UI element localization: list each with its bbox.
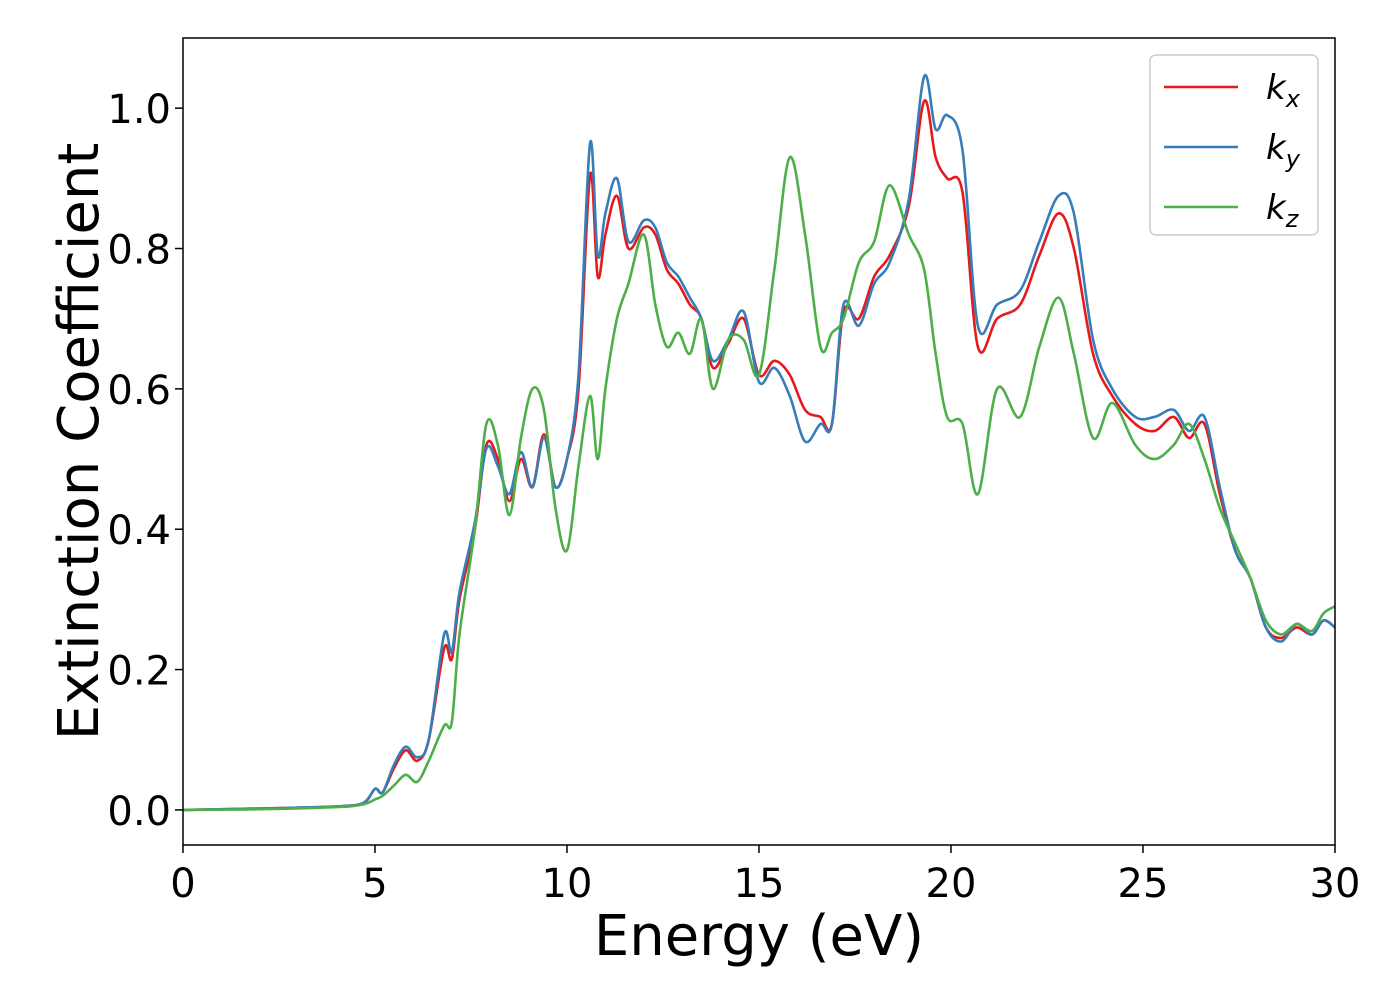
- x-tick-label: 20: [926, 861, 977, 907]
- y-axis: 0.0 0.2 0.4 0.6 0.8 1.0: [107, 87, 183, 835]
- x-axis-title: Energy (eV): [594, 904, 924, 969]
- y-tick-label: 0.6: [107, 368, 171, 414]
- plot-area: [182, 37, 1336, 846]
- x-tick-label: 25: [1118, 861, 1169, 907]
- legend-label-y: ky: [1266, 128, 1301, 173]
- x-tick-label: 10: [542, 861, 593, 907]
- legend-label-x: kx: [1266, 68, 1301, 113]
- series-layer: [183, 73, 1335, 812]
- y-axis-title: Extinction Coefficient: [47, 143, 112, 741]
- x-tick-label: 30: [1310, 861, 1361, 907]
- y-tick-label: 0.4: [107, 508, 171, 554]
- legend-box: [1149, 54, 1319, 236]
- x-tick-label: 5: [362, 861, 387, 907]
- y-tick-label: 0.0: [107, 789, 171, 835]
- y-tick-label: 0.8: [107, 228, 171, 274]
- series-line-y: [183, 73, 1335, 812]
- series-line-z: [183, 155, 1335, 812]
- legend: kx ky kz: [1149, 54, 1319, 236]
- legend-label-z: kz: [1266, 188, 1300, 233]
- x-axis: 0 5 10 15 20 25 30: [170, 845, 1360, 907]
- x-tick-label: 15: [734, 861, 785, 907]
- y-tick-label: 1.0: [107, 87, 171, 133]
- x-tick-label: 0: [170, 861, 195, 907]
- y-tick-label: 0.2: [107, 649, 171, 695]
